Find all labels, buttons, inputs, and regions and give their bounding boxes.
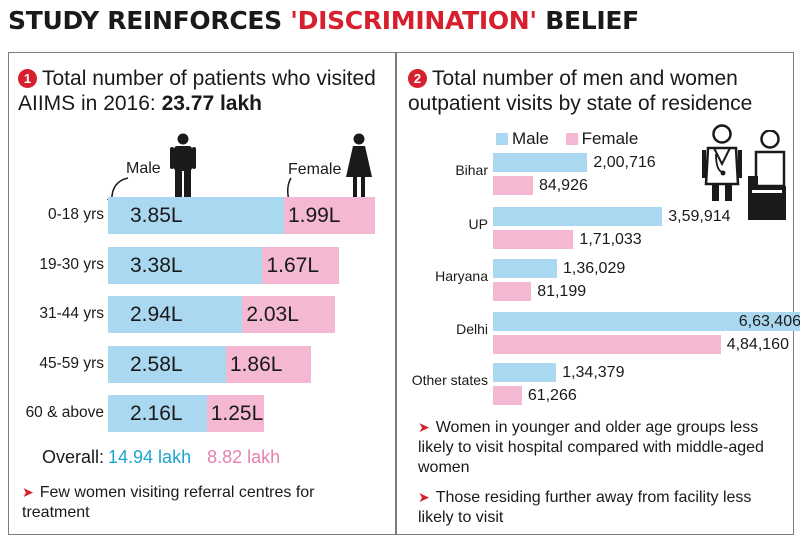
arrow-icon: ➤ xyxy=(22,484,34,500)
arrow-icon: ➤ xyxy=(418,419,430,435)
female-bar-value: 4,84,160 xyxy=(726,336,789,353)
female-bar-value: 1.86L xyxy=(229,352,283,376)
state-label: Delhi xyxy=(456,321,488,337)
panel2-heading-text: Total number of men and women outpatient… xyxy=(408,67,753,115)
female-bar xyxy=(262,246,339,284)
female-bar-value: 1,71,033 xyxy=(579,231,642,248)
male-bar xyxy=(108,296,243,333)
panel-divider xyxy=(395,52,397,535)
age-group-label: 60 & above xyxy=(25,404,104,421)
doctor-icon xyxy=(702,124,742,201)
state-label: UP xyxy=(468,216,488,232)
male-bar-value: 2.94L xyxy=(130,303,183,326)
male-label: Male xyxy=(126,160,161,177)
panel2-heading: 2 Total number of men and women outpatien… xyxy=(408,66,793,116)
male-bar xyxy=(108,395,207,432)
male-bar-value: 2.16L xyxy=(130,402,183,425)
female-bar-value: 2.03L xyxy=(246,303,299,326)
male-bar xyxy=(108,345,226,383)
female-bar xyxy=(206,395,264,432)
panel1-heading-text: Total number of patients who visited AII… xyxy=(18,67,376,115)
panel1-heading: 1 Total number of patients who visited AI… xyxy=(18,66,388,116)
male-bar-value: 2,00,716 xyxy=(593,154,656,171)
panel2-note-2: ➤ Those residing further away from facili… xyxy=(418,487,788,528)
age-group-label: 45-59 yrs xyxy=(39,354,104,372)
age-group-label: 19-30 yrs xyxy=(39,255,104,273)
panel2-note-1-text: Women in younger and older age groups le… xyxy=(418,419,764,476)
legend-female-swatch xyxy=(565,133,578,145)
state-label: Other states xyxy=(411,372,488,388)
female-bar xyxy=(242,296,336,333)
female-bar xyxy=(283,197,375,234)
female-bar xyxy=(493,176,533,195)
male-bar-value: 3,59,914 xyxy=(668,208,731,225)
legend-male-swatch xyxy=(496,133,508,145)
female-bar-value: 61,266 xyxy=(527,387,577,404)
male-bar xyxy=(493,207,663,226)
panel2-number-badge: 2 xyxy=(408,69,427,88)
male-bar xyxy=(108,197,284,234)
male-bar-value: 3.85L xyxy=(130,204,183,227)
female-label: Female xyxy=(288,161,342,178)
panel1-note: ➤ Few women visiting referral centres for… xyxy=(22,482,382,523)
female-bar-value: 1.67L xyxy=(266,253,320,277)
male-bar xyxy=(108,246,263,284)
panel2-note-2-text: Those residing further away from facilit… xyxy=(418,489,752,526)
page-title: STUDY REINFORCES 'DISCRIMINATION' BELIEF xyxy=(8,6,639,35)
state-label: Bihar xyxy=(455,162,488,178)
age-group-label: 0-18 yrs xyxy=(48,206,104,223)
female-bar-value: 1.99L xyxy=(287,204,341,227)
female-bar-value: 81,199 xyxy=(537,283,587,300)
state-label: Haryana xyxy=(435,268,488,284)
panel1-note-text: Few women visiting referral centres for … xyxy=(22,484,315,521)
arrow-icon: ➤ xyxy=(418,489,430,505)
male-bar xyxy=(493,259,557,278)
panel2-note-1: ➤ Women in younger and older age groups l… xyxy=(418,417,788,478)
overall-female-value: 8.82 lakh xyxy=(207,447,281,467)
title-suffix: BELIEF xyxy=(536,6,639,35)
male-bar xyxy=(493,312,800,331)
panel2-legend: Male Female xyxy=(496,129,638,149)
title-highlight: 'DISCRIMINATION' xyxy=(290,6,537,35)
age-group-label: 31-44 yrs xyxy=(39,305,104,322)
overall-label: Overall: xyxy=(42,447,105,467)
female-bar xyxy=(493,386,522,405)
male-bar-value: 6,63,406 xyxy=(738,313,800,330)
female-bar xyxy=(225,345,311,383)
man-icon xyxy=(170,133,196,200)
male-bar-value: 1,34,379 xyxy=(562,364,625,381)
female-bar xyxy=(493,282,532,301)
panel1-heading-value: 23.77 lakh xyxy=(161,92,262,115)
male-bar xyxy=(493,153,588,172)
female-bar xyxy=(493,335,721,354)
male-bar xyxy=(493,363,557,382)
female-bar-value: 84,926 xyxy=(538,177,588,194)
female-bar xyxy=(493,230,574,249)
woman-icon xyxy=(346,133,372,199)
female-bar-value: 1.25L xyxy=(210,402,264,425)
title-prefix: STUDY REINFORCES xyxy=(8,6,291,35)
content-frame xyxy=(8,52,794,535)
legend-female-label: Female xyxy=(581,129,639,148)
patient-icon xyxy=(748,130,786,220)
panel1-number-badge: 1 xyxy=(18,69,37,88)
male-bar-value: 3.38L xyxy=(130,253,183,277)
overall-totals: Overall: 14.94 lakh 8.82 lakh xyxy=(42,447,280,468)
legend-male-label: Male xyxy=(512,129,549,148)
male-bar-value: 2.58L xyxy=(130,352,183,376)
overall-male-value: 14.94 lakh xyxy=(108,447,192,467)
male-bar-value: 1,36,029 xyxy=(562,260,626,277)
